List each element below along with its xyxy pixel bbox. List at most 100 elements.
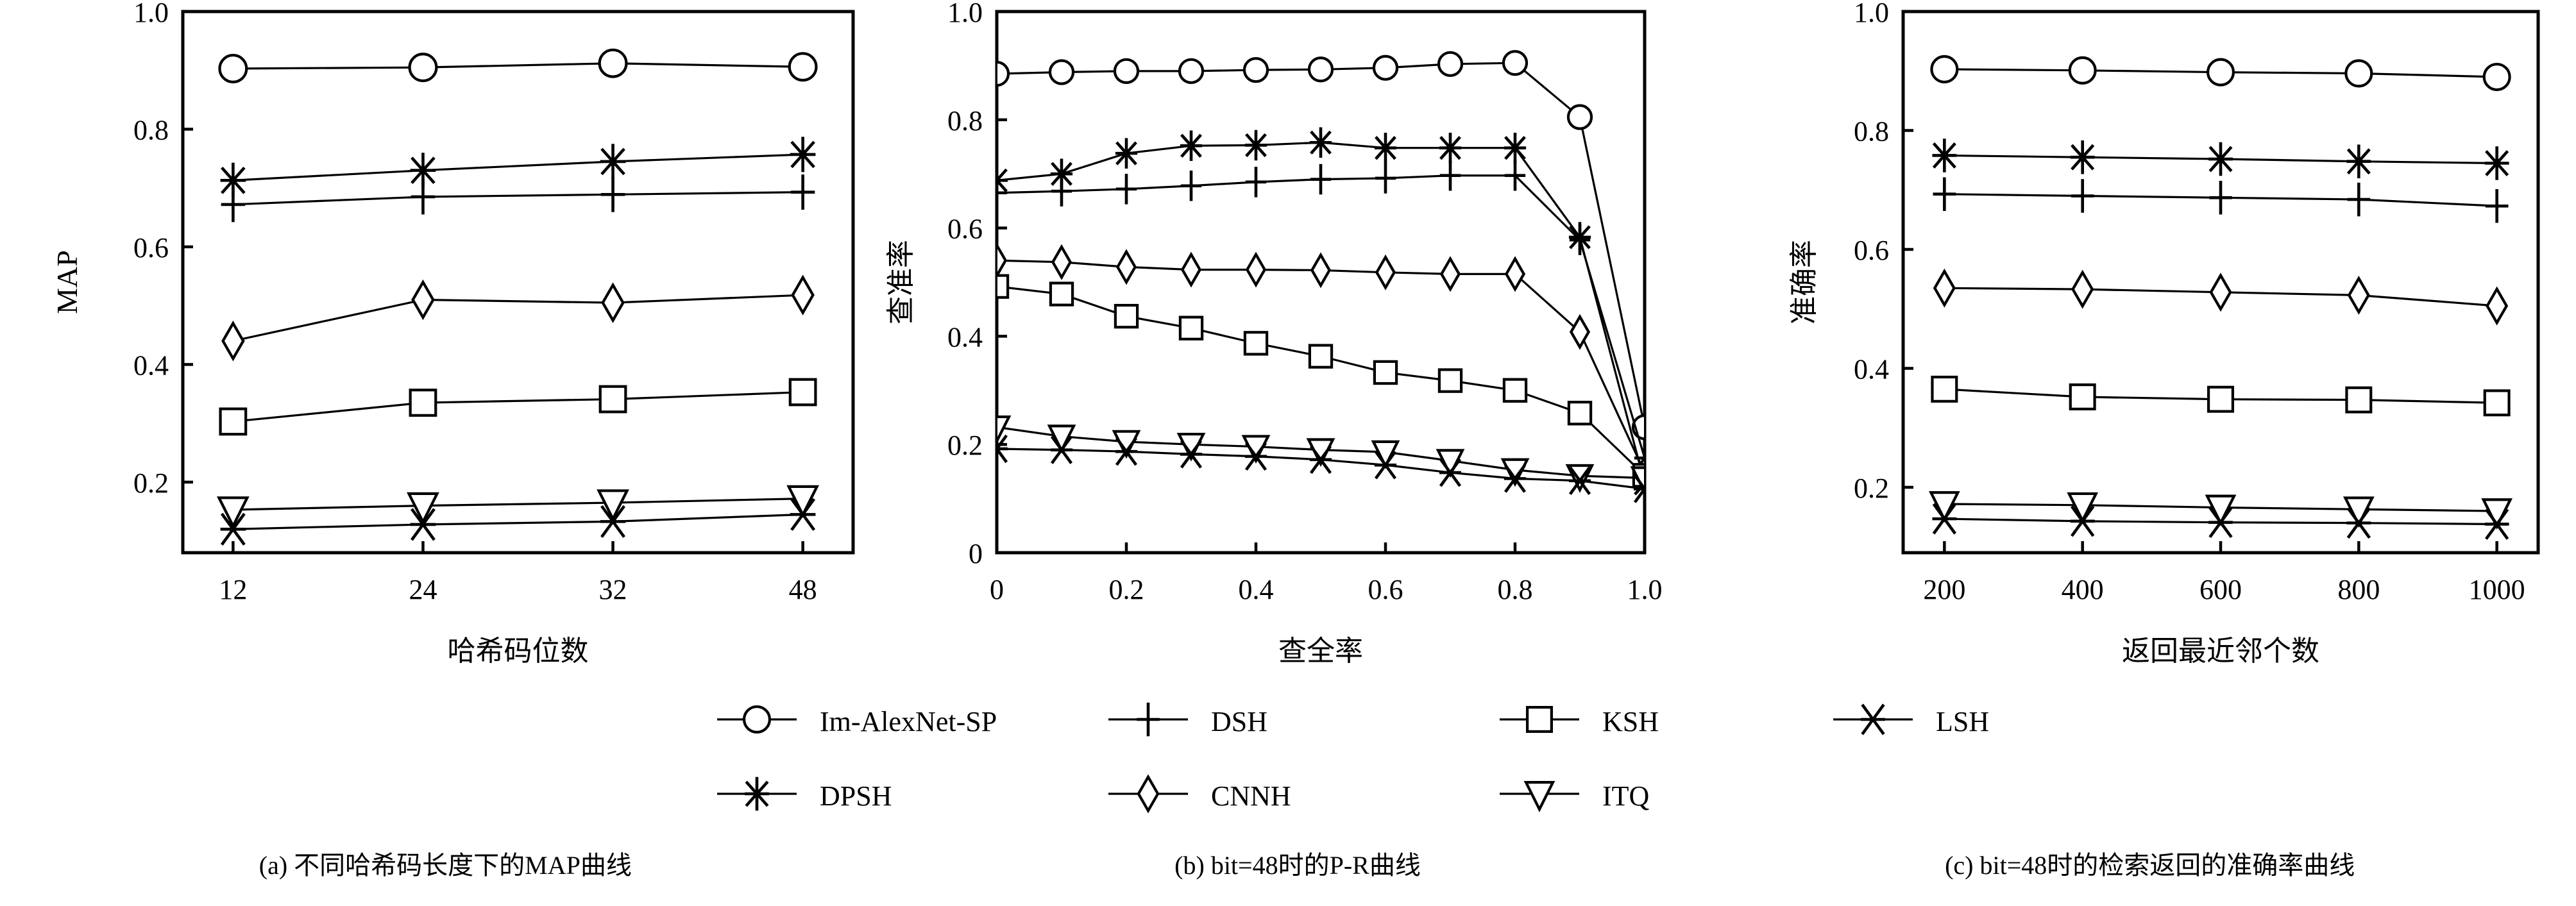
marker-xcross [410, 508, 436, 541]
series-lsh [220, 498, 816, 546]
marker-circle [408, 53, 438, 83]
marker-xcross [1932, 503, 1957, 535]
marker-square [2483, 389, 2511, 417]
marker-circle [2482, 62, 2512, 92]
x-tick-label: 32 [599, 574, 627, 605]
legend-item-ksh[interactable]: KSH [1500, 705, 1659, 737]
legend-label: ITQ [1602, 780, 1650, 812]
y-tick-label: 0.2 [133, 467, 169, 499]
marker-plus [1439, 160, 1461, 191]
series-itq [1929, 491, 2513, 530]
x-tick-label: 600 [2199, 574, 2242, 605]
marker-diamond [791, 274, 815, 315]
legend-label: KSH [1602, 706, 1659, 737]
series-layer [997, 50, 1644, 503]
marker-plus [2347, 182, 2371, 217]
panels-row: 0.2 0.4 0.6 0.8 1.0 12 24 32 48 MAP 哈希码位数 0 0.2 0.4 0… [51, 0, 2540, 667]
marker-star [1180, 130, 1202, 162]
marker-square [1567, 401, 1592, 426]
x-axis-label: 查全率 [1278, 635, 1363, 667]
series-cnnh [221, 274, 815, 362]
marker-plus [411, 179, 436, 215]
marker-star [1309, 127, 1332, 158]
marker-diamond [1933, 268, 1956, 308]
series-cnnh [1933, 268, 2509, 326]
marker-diamond [1310, 252, 1331, 289]
y-axis-label: 查准率 [885, 240, 917, 324]
x-tick-label: 400 [2062, 574, 2104, 605]
y-tick-label: 1.0 [1854, 0, 1889, 28]
series-line [233, 513, 803, 530]
marker-star [2208, 142, 2233, 176]
marker-plus [600, 176, 625, 212]
series-dsh [1933, 177, 2509, 223]
marker-triangle-down [216, 496, 250, 530]
legend-item-dpsh[interactable]: DPSH [717, 776, 892, 812]
y-tick-label: 0.4 [947, 321, 983, 353]
x-tick-label: 48 [789, 574, 817, 605]
legend-item-im-alexnet-sp[interactable]: Im-AlexNet-SP [717, 705, 997, 737]
marker-circle [1930, 55, 1959, 84]
plot-frame [995, 10, 1647, 555]
marker-diamond [2071, 269, 2094, 309]
marker-diamond [1569, 314, 1590, 350]
legend-item-itq[interactable]: ITQ [1500, 780, 1650, 812]
marker-square [2069, 383, 2097, 411]
x-tick-label: 0 [990, 574, 1004, 605]
marker-square [1502, 378, 1527, 403]
marker-plus [1933, 177, 1956, 211]
marker-plus [997, 177, 1007, 208]
y-tick-label: 0.6 [133, 232, 169, 264]
y-tick-label: 0.8 [947, 105, 983, 137]
marker-plus [1137, 702, 1160, 737]
legend-svg: Im-AlexNet-SP DSH KSH LSH DPSH CNNH ITQ [717, 702, 1989, 814]
marker-square [1243, 331, 1268, 356]
marker-xcross [600, 505, 626, 538]
y-tick-label: 0.8 [1854, 115, 1889, 147]
y-tick-label: 0.6 [1854, 235, 1889, 266]
series-lsh [1932, 503, 2509, 540]
marker-xcross [2485, 508, 2509, 540]
legend-item-dsh[interactable]: DSH [1108, 702, 1267, 737]
legend-label: CNNH [1211, 780, 1291, 812]
marker-star [2071, 140, 2095, 174]
marker-square [219, 407, 248, 436]
series-line [233, 390, 803, 423]
marker-square [1308, 344, 1333, 369]
marker-xcross [1633, 474, 1644, 503]
y-tick-label: 0.6 [947, 214, 983, 245]
y-axis-label: MAP [51, 250, 83, 314]
marker-plus [1375, 163, 1396, 194]
marker-circle [1502, 50, 1528, 76]
x-tick-label: 0.6 [1368, 574, 1403, 605]
marker-plus [2486, 189, 2509, 223]
marker-star [1932, 138, 1957, 172]
series-line [233, 498, 803, 511]
marker-triangle-down [1523, 781, 1555, 812]
y-tick-label: 0.8 [133, 114, 169, 146]
marker-plus [1245, 167, 1266, 197]
marker-star [1439, 132, 1461, 164]
marker-plus [221, 187, 246, 222]
marker-xcross [1309, 445, 1332, 474]
marker-triangle-down [2205, 494, 2237, 526]
legend-item-cnnh[interactable]: CNNH [1108, 774, 1291, 814]
marker-circle [218, 53, 248, 83]
x-tick-label: 0.8 [1497, 574, 1532, 605]
series-layer [216, 48, 820, 546]
marker-plus [1569, 224, 1590, 255]
marker-diamond [601, 282, 625, 323]
legend-item-lsh[interactable]: LSH [1833, 703, 1989, 737]
marker-diamond [997, 244, 1007, 278]
marker-triangle-down [786, 485, 820, 518]
series-layer [1929, 55, 2513, 540]
x-tick-label: 12 [219, 574, 247, 605]
marker-square [1437, 368, 1462, 393]
marker-plus [1180, 171, 1201, 201]
x-tick-label: 1000 [2469, 574, 2525, 605]
series-line [233, 62, 803, 70]
marker-square [2207, 385, 2235, 413]
marker-triangle-down [1047, 424, 1076, 454]
x-tick-label: 200 [1924, 574, 1966, 605]
